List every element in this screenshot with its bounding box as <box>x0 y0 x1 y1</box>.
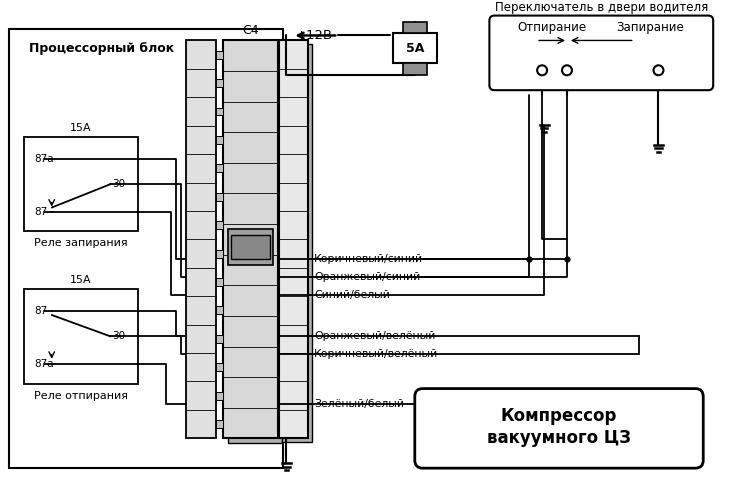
Text: Переключатель в двери водителя: Переключатель в двери водителя <box>495 1 708 14</box>
Text: Синий/белый: Синий/белый <box>314 290 390 300</box>
Text: 87а: 87а <box>34 154 53 164</box>
Bar <box>223 40 278 438</box>
Bar <box>393 33 436 63</box>
Bar <box>216 335 223 343</box>
Text: 15А: 15А <box>70 123 92 133</box>
Bar <box>24 289 138 383</box>
Text: Зелёный/белый: Зелёный/белый <box>314 398 404 408</box>
Bar <box>216 164 223 172</box>
Text: Компрессор: Компрессор <box>501 407 617 425</box>
Text: 15А: 15А <box>70 275 92 285</box>
Text: Коричневый/велёный: Коричневый/велёный <box>314 349 439 359</box>
Text: +12В: +12В <box>296 29 332 42</box>
Text: Оранжевый/велёный: Оранжевый/велёный <box>314 331 436 341</box>
Bar <box>216 108 223 116</box>
Text: С4: С4 <box>242 24 259 37</box>
Bar <box>216 364 223 371</box>
Bar <box>228 230 272 265</box>
Bar <box>216 278 223 286</box>
Bar <box>283 44 312 442</box>
Text: Реле отпирания: Реле отпирания <box>34 390 128 400</box>
Bar <box>216 136 223 144</box>
Text: 87: 87 <box>34 306 47 316</box>
FancyBboxPatch shape <box>490 15 713 90</box>
Bar <box>186 40 216 438</box>
Bar <box>216 193 223 201</box>
Text: 5А: 5А <box>406 42 424 55</box>
Text: 30: 30 <box>112 331 125 341</box>
Bar <box>216 249 223 257</box>
Text: 87: 87 <box>34 207 47 217</box>
Bar <box>216 51 223 59</box>
Bar <box>278 40 308 438</box>
Bar <box>24 137 138 232</box>
Bar <box>216 306 223 314</box>
Polygon shape <box>9 28 284 468</box>
Circle shape <box>562 65 572 75</box>
FancyBboxPatch shape <box>415 388 704 468</box>
Bar <box>231 236 269 259</box>
Bar <box>216 420 223 428</box>
Text: Процессорный блок: Процессорный блок <box>29 42 174 55</box>
Text: Отпирание: Отпирание <box>518 21 586 34</box>
Bar <box>403 21 427 33</box>
Text: 30: 30 <box>112 179 125 189</box>
Text: Коричневый/синий: Коричневый/синий <box>314 254 424 264</box>
Circle shape <box>537 65 547 75</box>
Bar <box>216 79 223 87</box>
Circle shape <box>653 65 664 75</box>
Text: 87а: 87а <box>34 359 53 369</box>
Text: Реле запирания: Реле запирания <box>34 239 128 249</box>
Text: Запирание: Запирание <box>616 21 685 34</box>
Text: вакуумного ЦЗ: вакуумного ЦЗ <box>487 429 631 447</box>
Text: Оранжевый/синий: Оранжевый/синий <box>314 272 421 282</box>
Bar <box>216 392 223 400</box>
Bar <box>228 45 283 443</box>
Bar <box>216 221 223 229</box>
Bar <box>403 63 427 75</box>
